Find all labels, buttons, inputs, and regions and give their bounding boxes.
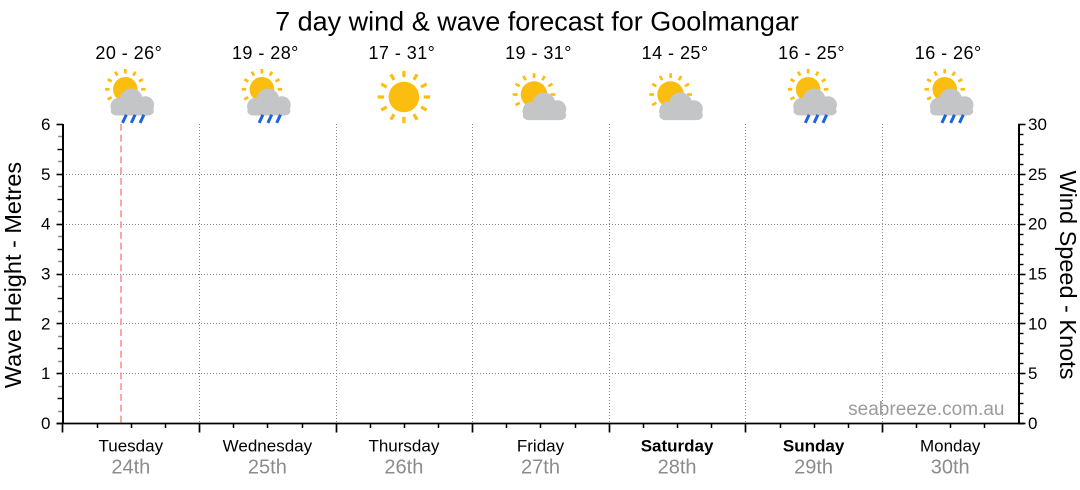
svg-text:Tuesday: Tuesday (99, 437, 164, 456)
svg-text:Thursday: Thursday (368, 437, 439, 456)
svg-text:0: 0 (1028, 414, 1037, 433)
svg-text:14 - 25°: 14 - 25° (642, 43, 709, 63)
svg-text:10: 10 (1028, 314, 1047, 333)
svg-text:25th: 25th (248, 457, 287, 479)
svg-text:20 - 26°: 20 - 26° (95, 43, 162, 63)
svg-text:Sunday: Sunday (783, 437, 845, 456)
svg-text:20: 20 (1028, 215, 1047, 234)
svg-text:7 day wind & wave forecast for: 7 day wind & wave forecast for Goolmanga… (275, 7, 799, 37)
svg-text:28th: 28th (658, 457, 697, 479)
svg-text:Monday: Monday (920, 437, 981, 456)
svg-text:24th: 24th (111, 457, 150, 479)
svg-text:26th: 26th (384, 457, 423, 479)
svg-text:4: 4 (41, 215, 50, 234)
svg-text:16 - 26°: 16 - 26° (915, 43, 982, 63)
svg-text:2: 2 (41, 314, 50, 333)
svg-text:0: 0 (41, 414, 50, 433)
svg-text:19 - 28°: 19 - 28° (232, 43, 299, 63)
svg-text:17 - 31°: 17 - 31° (368, 43, 435, 63)
svg-text:3: 3 (41, 265, 50, 284)
svg-text:5: 5 (41, 165, 50, 184)
svg-text:16 - 25°: 16 - 25° (778, 43, 845, 63)
svg-text:Wind Speed - Knots: Wind Speed - Knots (1055, 171, 1080, 380)
svg-text:5: 5 (1028, 364, 1037, 383)
svg-text:Saturday: Saturday (641, 437, 714, 456)
svg-text:30: 30 (1028, 115, 1047, 134)
svg-text:27th: 27th (521, 457, 560, 479)
svg-text:30th: 30th (931, 457, 970, 479)
svg-text:29th: 29th (794, 457, 833, 479)
svg-text:seabreeze.com.au: seabreeze.com.au (848, 399, 1004, 420)
svg-text:Wednesday: Wednesday (223, 437, 313, 456)
svg-text:Friday: Friday (517, 437, 565, 456)
svg-text:15: 15 (1028, 265, 1047, 284)
svg-text:25: 25 (1028, 165, 1047, 184)
svg-text:6: 6 (41, 115, 50, 134)
svg-text:19 - 31°: 19 - 31° (505, 43, 572, 63)
svg-text:Wave Height - Metres: Wave Height - Metres (0, 162, 26, 388)
svg-text:1: 1 (41, 364, 50, 383)
